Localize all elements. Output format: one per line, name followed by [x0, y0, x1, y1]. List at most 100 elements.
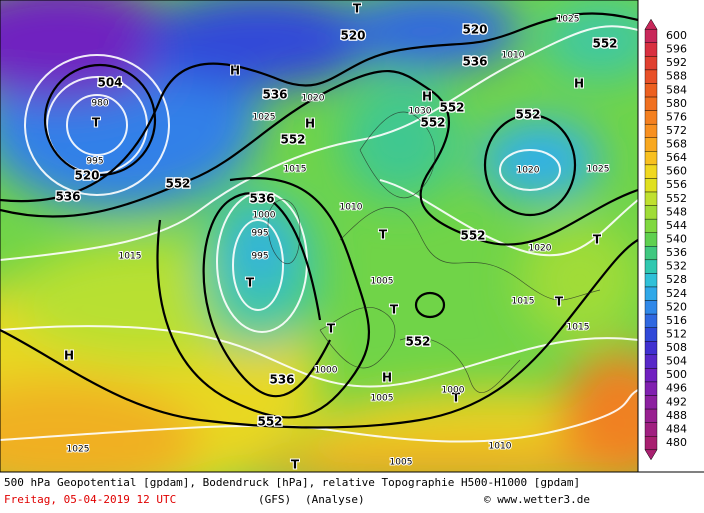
colorbar-swatch [644, 368, 658, 383]
isobar-label: 1030 [409, 107, 432, 117]
geopotential-label: 552 [165, 177, 190, 191]
caption-title: 500 hPa Geopotential [gpdam], Bodendruck… [4, 476, 580, 489]
colorbar-label: 548 [666, 205, 687, 218]
pressure-center: T [379, 228, 388, 242]
colorbar-label: 496 [666, 382, 687, 395]
isobar-label: 995 [86, 157, 103, 167]
coastlines [267, 111, 601, 394]
colorbar-swatch [644, 137, 658, 152]
isobar-label: 1015 [512, 297, 535, 307]
colorbar-swatch [644, 354, 658, 369]
colorbar-swatch [644, 273, 658, 288]
geopotential-label: 520 [74, 169, 99, 183]
isobar-label: 980 [91, 99, 108, 109]
isobar-label: 1025 [253, 113, 276, 123]
colorbar-label: 504 [666, 355, 687, 368]
pressure-center: T [291, 458, 300, 472]
colorbar-label: 544 [666, 219, 687, 232]
colorbar-swatch [644, 178, 658, 193]
colorbar-label: 556 [666, 178, 687, 191]
geopotential-label: 504 [97, 76, 122, 90]
colorbar-label: 552 [666, 192, 687, 205]
pressure-center: H [230, 64, 240, 78]
colorbar-swatch [644, 164, 658, 179]
pressure-center: H [64, 349, 74, 363]
colorbar-label: 492 [666, 395, 687, 408]
colorbar-swatch [644, 56, 658, 71]
colorbar-label: 532 [666, 260, 687, 273]
colorbar-swatch [644, 205, 658, 220]
pressure-center: T [555, 295, 564, 309]
pressure-center: T [327, 322, 336, 336]
colorbar-swatch [644, 191, 658, 206]
isobar-label: 1000 [315, 366, 338, 376]
pressure-center: H [382, 371, 392, 385]
isobar-label: 1020 [302, 94, 325, 104]
isobar-label: 1025 [587, 165, 610, 175]
caption-model: (GFS) [258, 493, 291, 506]
colorbar-swatch [644, 218, 658, 233]
colorbar-swatch [644, 300, 658, 315]
colorbar-label: 592 [666, 56, 687, 69]
colorbar-swatch [644, 232, 658, 247]
colorbar-label: 516 [666, 314, 687, 327]
geopotential-label: 536 [262, 88, 287, 102]
caption-credit: © www.wetter3.de [484, 493, 590, 506]
colorbar-swatch [644, 123, 658, 138]
pressure-center: T [353, 2, 362, 16]
colorbar-label: 508 [666, 341, 687, 354]
colorbar-label: 536 [666, 246, 687, 259]
geopotential-label: 552 [405, 335, 430, 349]
isobar-label: 1025 [557, 15, 580, 25]
geopotential-label: 536 [462, 55, 487, 69]
geopotential-label: 552 [515, 108, 540, 122]
isobar-label: 1010 [340, 203, 363, 213]
geopotential-lines [0, 12, 638, 429]
colorbar-swatch [644, 436, 658, 450]
isobar-label: 1010 [489, 442, 512, 452]
colorbar-label: 524 [666, 287, 687, 300]
isobar-label: 1025 [67, 445, 90, 455]
colorbar-arrow-top [644, 18, 658, 30]
colorbar-swatch [644, 29, 658, 43]
isobar-label: 1005 [371, 394, 394, 404]
colorbar-swatch [644, 341, 658, 356]
colorbar-label: 596 [666, 43, 687, 56]
colorbar-label: 564 [666, 151, 687, 164]
colorbar-swatch [644, 286, 658, 301]
caption-date: Freitag, 05-04-2019 12 UTC [4, 493, 176, 506]
geopotential-label: 536 [269, 373, 294, 387]
pressure-center: T [452, 391, 461, 405]
isobar-label: 1000 [442, 386, 465, 396]
colorbar-swatch [644, 246, 658, 261]
geopotential-label: 520 [340, 29, 365, 43]
colorbar-swatch [644, 110, 658, 125]
colorbar-label: 540 [666, 233, 687, 246]
geopotential-label: 552 [280, 133, 305, 147]
colorbar-label: 528 [666, 273, 687, 286]
colorbar-label: 568 [666, 138, 687, 151]
colorbar-swatch [644, 83, 658, 98]
colorbar-label: 572 [666, 124, 687, 137]
colorbar-swatch [644, 151, 658, 166]
colorbar-label: 484 [666, 422, 687, 435]
isobar-label: 995 [251, 229, 268, 239]
isobar-label: 1010 [502, 51, 525, 61]
pressure-center: T [246, 276, 255, 290]
geopotential-label: 552 [460, 229, 485, 243]
colorbar-swatch [644, 69, 658, 84]
pressure-center: T [390, 303, 399, 317]
isobar-label: 1015 [284, 165, 307, 175]
colorbar-label: 576 [666, 110, 687, 123]
colorbar-label: 488 [666, 409, 687, 422]
colorbar-swatch [644, 42, 658, 57]
colorbar-label: 500 [666, 368, 687, 381]
isobar-label: 1005 [390, 458, 413, 468]
geopotential-label: 520 [462, 23, 487, 37]
colorbar-swatch [644, 395, 658, 410]
isobars [0, 25, 638, 443]
isobar-label: 995 [251, 252, 268, 262]
colorbar-label: 512 [666, 327, 687, 340]
geopotential-label: 552 [257, 415, 282, 429]
